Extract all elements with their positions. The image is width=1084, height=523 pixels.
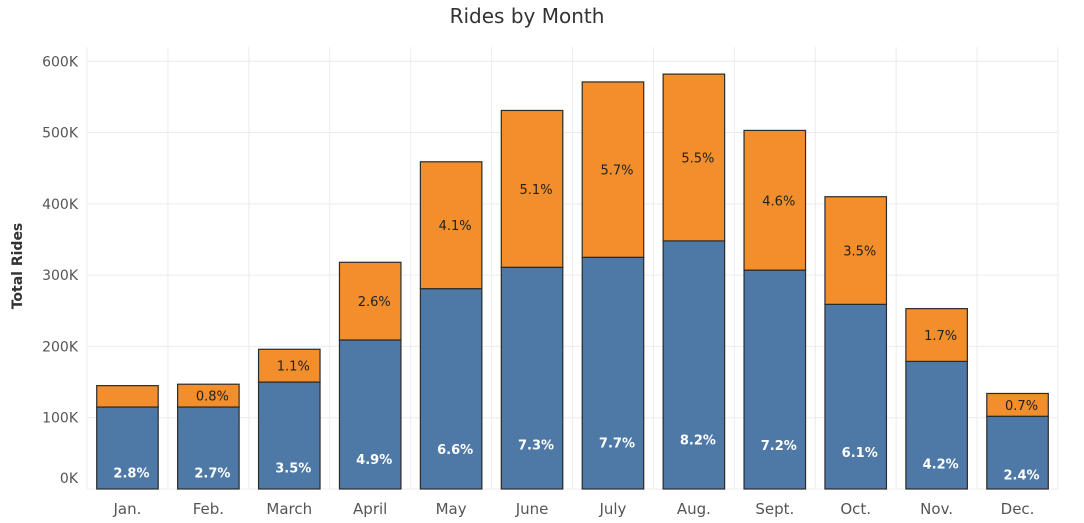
bar-segment [905,308,968,362]
y-tick-label: 0K [60,471,79,487]
x-tick-label: June [515,500,549,518]
bar-segment [96,406,159,490]
bar-segment [824,196,888,305]
bar-value-label: 7.3% [518,439,554,454]
x-tick-label: March [266,500,312,518]
bar-segment [986,415,1049,490]
bar-value-label: 0.7% [1005,399,1038,414]
bar-value-label: 0.8% [196,390,229,405]
bar-labels: 2.8% 2.7% 0.8% 3.5% 1.1% 4.9% 2.6% 6.6% 4.1% 7.3%… [113,152,1039,484]
x-tick-label: Jan. [113,500,142,518]
x-tick-label: Nov. [920,500,953,518]
y-tick-label: 500K [42,126,79,142]
y-tick-label: 300K [42,268,79,284]
chart-title: Rides by Month [450,4,605,28]
bar-value-label: 2.7% [194,467,230,482]
bar-value-label: 4.6% [762,194,795,209]
x-axis-ticks: Jan. Feb. March April May June July Aug. Sept. Oc… [113,500,1035,518]
x-tick-label: Feb. [193,500,224,518]
bar-segment [743,269,807,490]
x-tick-label: May [436,500,467,518]
bar-segment [743,129,807,271]
bar-value-label: 5.7% [600,164,633,179]
bar-segment [500,109,564,268]
bar-value-label: 6.1% [842,446,878,461]
bar-value-label: 4.2% [923,457,959,472]
y-axis-label: Total Rides [10,223,26,310]
x-tick-label: Dec. [1001,500,1035,518]
bar-segment [338,339,402,490]
bar-segment [96,385,159,408]
bars [96,73,1049,490]
bar-value-label: 1.7% [924,329,957,344]
bar-segment [662,73,726,242]
bar-value-label: 3.5% [275,462,311,477]
bar-value-label: 5.1% [520,183,553,198]
bar-value-label: 7.7% [599,437,635,452]
grid-lines [86,47,1059,490]
bar-segment [419,161,483,290]
bar-segment [581,81,645,258]
bar-segment [581,256,645,490]
bar-value-label: 8.2% [680,433,716,448]
bar-value-label: 2.4% [1004,468,1040,483]
bar-value-label: 7.2% [761,439,797,454]
bar-segment [177,406,240,490]
bar-value-label: 4.1% [439,219,472,234]
bar-value-label: 2.8% [113,467,149,482]
bar-segment [257,348,321,383]
bar-segment [419,288,483,490]
bar-segment [500,266,564,490]
bar-value-label: 6.6% [437,443,473,458]
bar-value-label: 1.1% [277,360,310,375]
y-tick-label: 100K [42,411,79,427]
x-tick-label: April [353,500,387,518]
bar-value-label: 4.9% [356,453,392,468]
bar-value-label: 2.6% [358,295,391,310]
bar-segment [662,240,726,490]
y-axis-ticks: 0K 100K 200K 300K 400K 500K 600K [42,54,79,487]
bar-segment [905,360,968,490]
bar-segment [824,303,888,490]
bar-segment [338,261,402,341]
bar-value-label: 3.5% [843,245,876,260]
x-tick-label: Sept. [755,500,794,518]
x-tick-label: Aug. [677,500,711,518]
bar-segment [177,383,240,408]
y-tick-label: 200K [42,339,79,355]
bar-segment [986,392,1049,417]
bar-value-label: 5.5% [681,152,714,167]
bar-segment [257,381,321,490]
x-tick-label: July [598,500,626,518]
y-tick-label: 600K [42,54,79,70]
x-tick-label: Oct. [840,500,871,518]
y-tick-label: 400K [42,197,79,213]
